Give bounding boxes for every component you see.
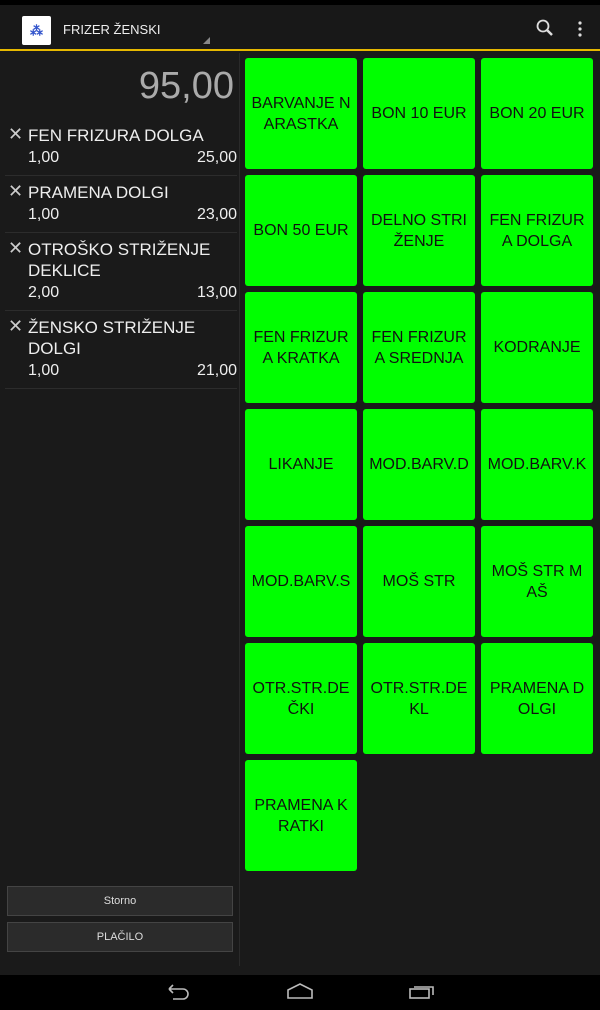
item-price: 13,00: [196, 284, 237, 301]
product-tile[interactable]: DELNO STRIŽENJE: [363, 175, 475, 286]
product-tile[interactable]: BON 20 EUR: [481, 58, 593, 169]
item-name: FEN FRIZURA DOLGA: [28, 126, 204, 145]
back-icon[interactable]: [165, 983, 191, 1001]
product-tile[interactable]: OTR.STR.DEČKI: [245, 643, 357, 754]
product-tile[interactable]: LIKANJE: [245, 409, 357, 520]
product-tile[interactable]: FEN FRIZURA SREDNJA: [363, 292, 475, 403]
item-quantity: 1,00: [28, 206, 60, 223]
product-tile[interactable]: FEN FRIZURA DOLGA: [481, 175, 593, 286]
item-name: PRAMENA DOLGI: [28, 183, 169, 202]
product-tile[interactable]: KODRANJE: [481, 292, 593, 403]
product-grid: BARVANJE NARASTKA BON 10 EUR BON 20 EUR BON…: [245, 58, 593, 871]
item-quantity: 2,00: [28, 284, 60, 301]
action-bar: ⁂ FRIZER ŽENSKI: [0, 5, 600, 51]
product-tile[interactable]: MOD.BARV.D: [363, 409, 475, 520]
remove-item-icon[interactable]: ✕: [8, 124, 24, 144]
remove-item-icon[interactable]: ✕: [8, 316, 24, 336]
navigation-bar: [0, 975, 600, 1010]
overflow-menu-icon[interactable]: [575, 19, 585, 39]
item-price: 25,00: [196, 149, 237, 166]
item-name: ŽENSKO STRIŽENJE DOLGI: [28, 318, 196, 358]
spinner-arrow-icon[interactable]: [203, 37, 210, 44]
placilo-button[interactable]: PLAČILO: [7, 922, 233, 952]
item-price: 21,00: [196, 362, 237, 379]
item-name: OTROŠKO STRIŽENJE DEKLICE: [28, 240, 211, 280]
status-bar: [0, 0, 600, 5]
order-item[interactable]: ✕ PRAMENA DOLGI 1,00 23,00: [5, 176, 237, 233]
remove-item-icon[interactable]: ✕: [8, 181, 24, 201]
product-tile[interactable]: MOŠ STR: [363, 526, 475, 637]
home-icon[interactable]: [287, 983, 313, 1001]
recent-apps-icon[interactable]: [409, 983, 435, 1001]
product-tile[interactable]: PRAMENA KRATKI: [245, 760, 357, 871]
order-panel: 95,00 ✕ FEN FRIZURA DOLGA 1,00 25,00 ✕ PRA…: [0, 53, 240, 966]
app-logo-icon[interactable]: ⁂: [22, 16, 51, 45]
category-spinner-label[interactable]: FRIZER ŽENSKI: [63, 22, 161, 37]
item-price: 23,00: [196, 206, 237, 223]
order-item[interactable]: ✕ FEN FRIZURA DOLGA 1,00 25,00: [5, 119, 237, 176]
remove-item-icon[interactable]: ✕: [8, 238, 24, 258]
product-tile[interactable]: PRAMENA DOLGI: [481, 643, 593, 754]
product-tile[interactable]: FEN FRIZURA KRATKA: [245, 292, 357, 403]
product-tile[interactable]: BON 10 EUR: [363, 58, 475, 169]
product-tile[interactable]: BARVANJE NARASTKA: [245, 58, 357, 169]
order-items-list: ✕ FEN FRIZURA DOLGA 1,00 25,00 ✕ PRAMENA D…: [5, 119, 237, 389]
product-tile[interactable]: MOŠ STR MAŠ: [481, 526, 593, 637]
storno-button[interactable]: Storno: [7, 886, 233, 916]
item-quantity: 1,00: [28, 362, 60, 379]
order-item[interactable]: ✕ ŽENSKO STRIŽENJE DOLGI 1,00 21,00: [5, 311, 237, 389]
product-tile[interactable]: OTR.STR.DEKL: [363, 643, 475, 754]
order-total: 95,00: [138, 65, 234, 107]
search-icon[interactable]: [535, 18, 555, 38]
product-tile[interactable]: MOD.BARV.S: [245, 526, 357, 637]
item-quantity: 1,00: [28, 149, 60, 166]
product-tile[interactable]: BON 50 EUR: [245, 175, 357, 286]
product-tile[interactable]: MOD.BARV.K: [481, 409, 593, 520]
order-item[interactable]: ✕ OTROŠKO STRIŽENJE DEKLICE 2,00 13,00: [5, 233, 237, 311]
